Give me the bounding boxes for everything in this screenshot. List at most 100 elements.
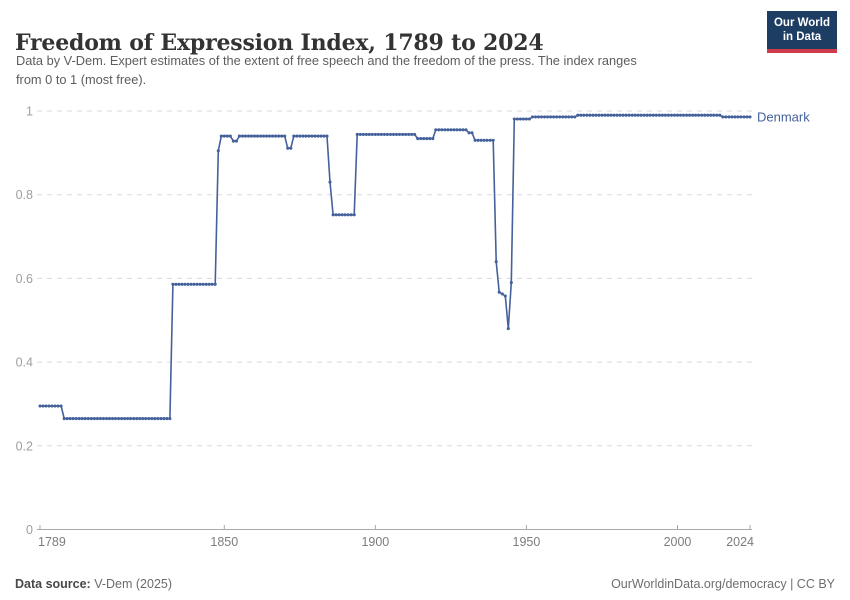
data-point: [497, 290, 501, 294]
data-point: [186, 282, 190, 286]
data-point: [506, 327, 510, 331]
data-point: [394, 132, 399, 136]
data-point: [385, 132, 389, 136]
y-axis-label: 0.8: [16, 188, 33, 202]
data-point: [736, 115, 740, 119]
data-point: [101, 417, 105, 421]
data-point: [446, 128, 450, 132]
data-point: [391, 132, 396, 136]
data-point: [144, 417, 148, 421]
data-point: [328, 180, 332, 184]
data-point: [536, 115, 541, 119]
data-point: [627, 113, 631, 117]
data-point: [591, 113, 595, 117]
data-point: [192, 282, 196, 286]
data-point: [62, 417, 66, 421]
data-point: [630, 113, 634, 117]
data-point: [322, 134, 326, 138]
data-point: [727, 115, 731, 119]
data-point: [512, 117, 516, 121]
data-point: [168, 417, 172, 421]
data-point: [633, 113, 637, 117]
data-point: [213, 282, 217, 286]
data-point: [555, 115, 559, 119]
data-point: [325, 134, 329, 138]
data-point: [524, 117, 528, 121]
data-point: [71, 417, 75, 421]
data-point: [518, 117, 522, 121]
data-point: [573, 115, 577, 119]
x-axis-label: 2000: [664, 535, 692, 549]
owid-logo[interactable]: Our World in Data: [767, 11, 837, 53]
data-point: [364, 132, 368, 136]
data-source-value: V-Dem (2025): [90, 577, 173, 591]
data-point: [494, 260, 498, 264]
data-point: [549, 115, 553, 119]
data-point: [234, 139, 238, 143]
data-point: [455, 128, 459, 132]
series-label: Denmark: [757, 109, 810, 124]
data-point: [159, 417, 163, 421]
series-line: [40, 114, 750, 420]
data-point: [50, 404, 54, 408]
owid-logo-line1: Our World: [773, 17, 830, 29]
data-point: [452, 128, 456, 132]
data-point: [129, 417, 133, 421]
data-point: [461, 128, 465, 132]
data-point: [558, 115, 562, 119]
data-point: [600, 113, 604, 117]
data-point: [337, 213, 341, 217]
data-point: [618, 113, 622, 117]
data-point: [268, 134, 272, 138]
data-point: [491, 138, 495, 142]
data-point: [597, 113, 601, 117]
data-point: [449, 128, 453, 132]
data-point: [404, 132, 408, 136]
data-point: [307, 134, 311, 138]
data-point: [539, 115, 544, 119]
data-point: [733, 115, 737, 119]
data-point: [117, 417, 121, 421]
data-point: [123, 417, 127, 421]
data-point: [47, 404, 51, 408]
data-point: [86, 417, 90, 421]
data-point: [473, 138, 477, 142]
data-point: [331, 213, 335, 217]
data-point: [515, 117, 519, 121]
data-point: [265, 134, 269, 138]
data-point: [373, 132, 377, 136]
data-point: [153, 417, 157, 421]
data-point: [709, 113, 713, 117]
data-point: [742, 115, 746, 119]
data-point: [343, 213, 347, 217]
data-point: [685, 113, 689, 117]
data-point: [437, 128, 441, 132]
chart-subtitle-line1: Data by V-Dem. Expert estimates of the e…: [16, 53, 637, 68]
data-point: [721, 115, 725, 119]
data-point: [594, 113, 598, 117]
data-point: [467, 131, 471, 135]
data-point: [561, 115, 565, 119]
data-point: [425, 137, 429, 141]
data-point: [567, 115, 571, 119]
y-axis-label: 0: [26, 523, 33, 537]
data-point: [382, 132, 386, 136]
data-point: [355, 132, 359, 136]
data-point: [126, 417, 130, 421]
data-point: [666, 113, 670, 117]
credit-link[interactable]: OurWorldinData.org/democracy | CC BY: [611, 577, 835, 591]
data-point: [603, 113, 607, 117]
data-point: [500, 292, 504, 296]
data-point: [615, 113, 619, 117]
data-point: [488, 138, 492, 142]
data-point: [162, 417, 166, 421]
data-point: [259, 134, 263, 138]
data-point: [222, 134, 226, 138]
data-point: [675, 113, 680, 117]
data-point: [346, 213, 350, 217]
data-point: [319, 134, 323, 138]
page-title: Freedom of Expression Index, 1789 to 202…: [15, 29, 544, 56]
data-point: [110, 417, 115, 421]
data-point: [298, 134, 302, 138]
